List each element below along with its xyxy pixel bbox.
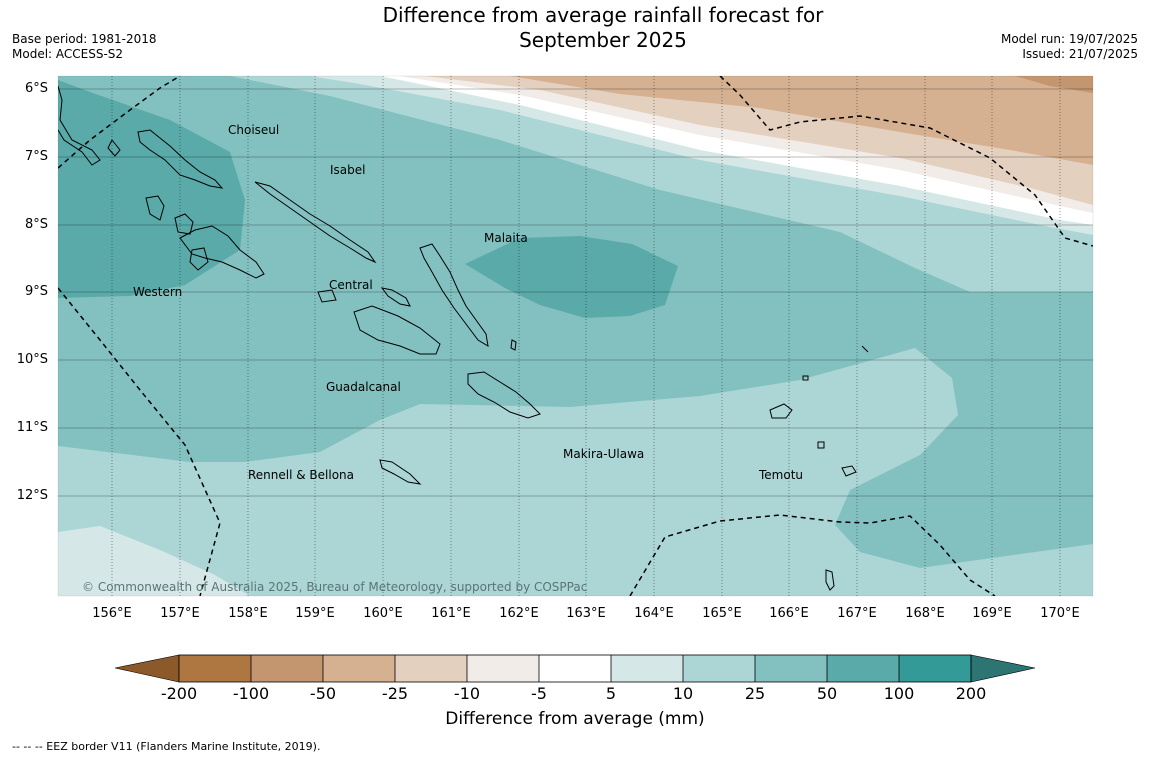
bougainville-coast — [58, 85, 101, 166]
colorbar-tick-label: -50 — [309, 684, 337, 703]
colorbar-extend-low — [114, 654, 180, 683]
graticule — [58, 88, 1093, 497]
colorbar-tick-label: 10 — [672, 684, 694, 703]
colorbar — [114, 654, 1036, 683]
makira-coast — [467, 371, 541, 419]
colorbar-bin-25-50 — [755, 655, 827, 682]
band-m25-m50 — [510, 76, 1093, 165]
lon-label: 162°E — [499, 606, 539, 621]
lat-label: 10°S — [16, 352, 48, 367]
model-run-text: Model run: 19/07/2025 — [1000, 32, 1138, 46]
place-label-choiseul: Choiseul — [228, 123, 280, 137]
title-line-2: September 2025 — [519, 28, 687, 52]
title-line-1: Difference from average rainfall forecas… — [382, 3, 824, 27]
santa-cruz-coast — [769, 403, 793, 419]
place-label-western: Western — [133, 285, 183, 299]
colorbar-extend-high — [970, 654, 1036, 683]
choiseul-coast — [137, 129, 224, 189]
colorbar-bin-m5-5 — [539, 655, 611, 682]
lon-label: 170°E — [1040, 606, 1080, 621]
lon-label: 163°E — [566, 606, 606, 621]
lon-label: 157°E — [160, 606, 200, 621]
colorbar-tick-label: 5 — [605, 684, 617, 703]
eez-border — [58, 76, 1093, 596]
rennell-coast — [379, 459, 422, 485]
rainfall-anomaly-field — [58, 76, 1093, 596]
colorbar-tick-label: -200 — [160, 684, 198, 703]
colorbar-tick-label: 200 — [955, 684, 987, 703]
place-label-central: Central — [329, 278, 373, 292]
base-period-text: Base period: 1981-2018 — [12, 32, 157, 46]
model-info: Base period: 1981-2018 Model: ACCESS-S2 — [12, 32, 157, 62]
lat-label: 7°S — [24, 149, 48, 164]
lat-label: 12°S — [16, 488, 48, 503]
colorbar-bin-10-25 — [683, 655, 755, 682]
lon-label: 165°E — [702, 606, 742, 621]
place-label-rennell-bellona: Rennell & Bellona — [248, 468, 355, 482]
place-label-temotu: Temotu — [759, 468, 804, 482]
colorbar-title: Difference from average (mm) — [445, 709, 705, 729]
lat-label: 6°S — [24, 81, 48, 96]
colorbar-tick-label: -100 — [232, 684, 270, 703]
eez-legend-note: -- -- -- EEZ border V11 (Flanders Marine… — [12, 740, 321, 753]
colorbar-tick-label: -25 — [381, 684, 409, 703]
band-50-100-west — [58, 80, 245, 298]
colorbar-bin-100-200 — [899, 655, 971, 682]
colorbar-tick-label: 50 — [816, 684, 838, 703]
band-m50-m100 — [1015, 76, 1093, 93]
band-10-25-south — [58, 348, 1093, 596]
issued-text: Issued: 21/07/2025 — [1022, 47, 1138, 61]
lat-label: 9°S — [24, 284, 48, 299]
lon-label: 168°E — [905, 606, 945, 621]
colorbar-bin-50-100 — [827, 655, 899, 682]
place-label-malaita: Malaita — [484, 231, 528, 245]
lon-label: 160°E — [363, 606, 403, 621]
lon-label: 166°E — [769, 606, 809, 621]
lon-label: 164°E — [634, 606, 674, 621]
new-georgia-coast — [179, 225, 265, 279]
run-info: Model run: 19/07/2025 Issued: 21/07/2025 — [1001, 32, 1138, 62]
place-label-isabel: Isabel — [330, 163, 366, 177]
lon-label: 158°E — [228, 606, 268, 621]
map-title: Difference from average rainfall forecas… — [300, 3, 906, 53]
lon-label: 169°E — [972, 606, 1012, 621]
guadalcanal-coast — [353, 305, 441, 355]
colorbar-bin-m200-m100 — [179, 655, 251, 682]
band-5-10-south — [58, 526, 250, 596]
lat-label: 8°S — [24, 217, 48, 232]
malaita-coast — [419, 243, 489, 347]
colorbar-bin-5-10 — [611, 655, 683, 682]
lon-label: 161°E — [431, 606, 471, 621]
colorbar-bin-m50-m25 — [323, 655, 395, 682]
colorbar-tick-label: 25 — [744, 684, 766, 703]
place-label-makira-ulawa: Makira-Ulawa — [563, 447, 645, 461]
copyright-notice: © Commonwealth of Australia 2025, Bureau… — [82, 580, 588, 594]
place-label-guadalcanal: Guadalcanal — [326, 380, 401, 394]
colorbar-tick-label: -10 — [453, 684, 481, 703]
lon-label: 156°E — [92, 606, 132, 621]
isabel-coast — [254, 181, 377, 264]
colorbar-tick-label: -5 — [531, 684, 547, 703]
lat-label: 11°S — [16, 420, 48, 435]
colorbar-bin-m25-m10 — [395, 655, 467, 682]
colorbar-bin-m10-m5 — [467, 655, 539, 682]
colorbar-bin-m100-m50 — [251, 655, 323, 682]
coastlines — [58, 85, 869, 591]
lon-label: 167°E — [837, 606, 877, 621]
colorbar-tick-label: 100 — [883, 684, 915, 703]
map-frame — [57, 75, 1094, 597]
model-text: Model: ACCESS-S2 — [12, 47, 124, 61]
band-50-100-central — [465, 236, 678, 318]
lon-label: 159°E — [295, 606, 335, 621]
